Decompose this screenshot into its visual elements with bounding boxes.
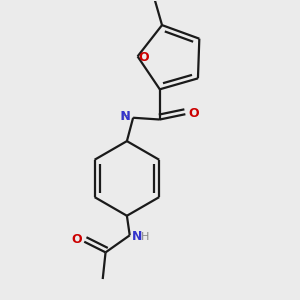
Text: N: N bbox=[116, 110, 130, 123]
Text: N: N bbox=[131, 230, 142, 243]
Text: H: H bbox=[141, 232, 149, 242]
Text: O: O bbox=[188, 106, 199, 120]
Text: O: O bbox=[139, 51, 149, 64]
Text: O: O bbox=[72, 233, 83, 246]
Text: H: H bbox=[122, 112, 130, 122]
